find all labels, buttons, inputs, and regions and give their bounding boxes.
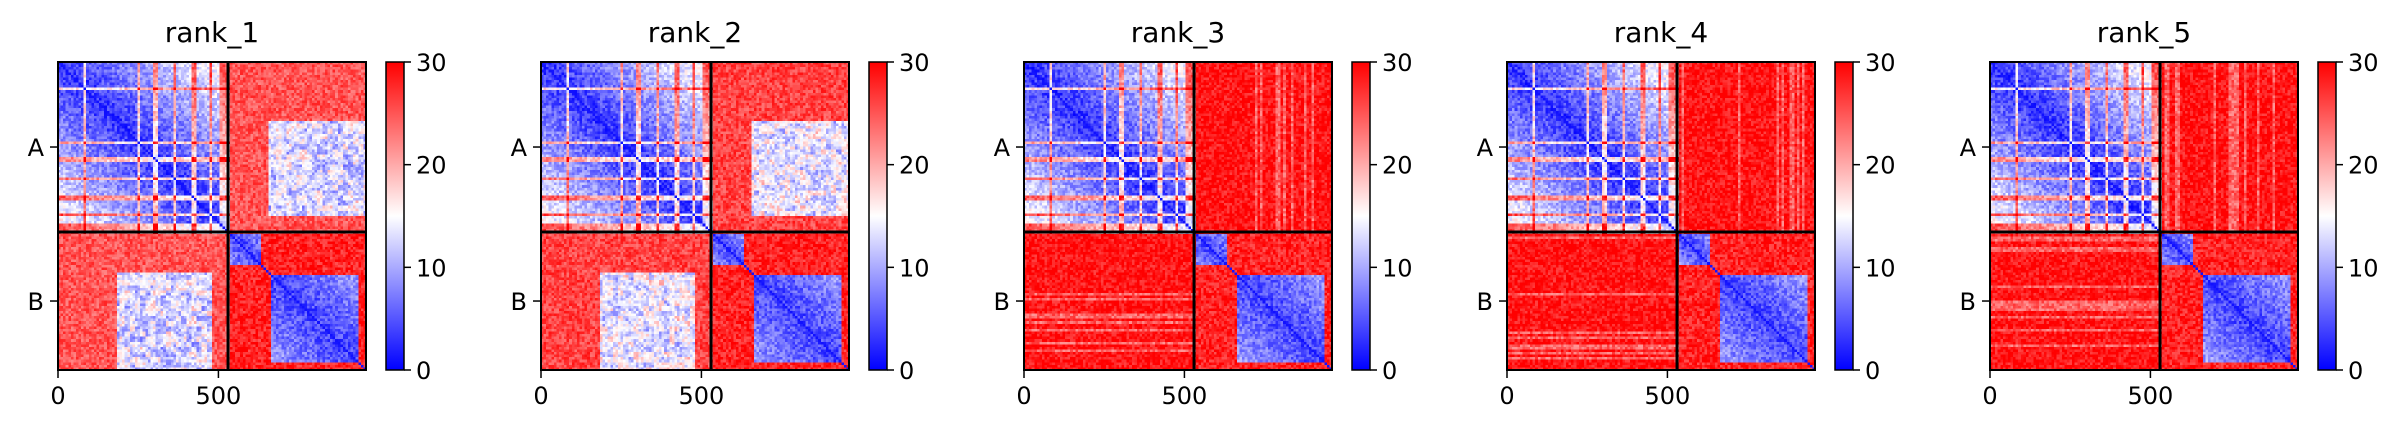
colorbar-tick-label: 30 <box>899 49 930 77</box>
xtick-label: 0 <box>1016 382 1031 410</box>
xtick-label: 0 <box>1982 382 1997 410</box>
colorbar-tick-label: 0 <box>2348 357 2363 385</box>
colorbar-tick-label: 10 <box>1382 254 1413 282</box>
colorbar-tick-label: 10 <box>2348 254 2379 282</box>
colorbar <box>1351 61 1371 371</box>
colorbar-tick-label: 10 <box>899 254 930 282</box>
panel-title: rank_5 <box>2097 16 2191 49</box>
colorbar-tick-label: 20 <box>1382 152 1413 180</box>
xtick-label: 500 <box>2128 382 2174 410</box>
colorbar-tick-label: 30 <box>1382 49 1413 77</box>
panel-title: rank_1 <box>165 16 259 49</box>
chain-label-A: A <box>28 134 45 162</box>
chain-label-A: A <box>1960 134 1977 162</box>
chain-label-B: B <box>1477 288 1493 316</box>
axes-frame <box>57 61 367 371</box>
axes-frame <box>1989 61 2299 371</box>
chain-label-B: B <box>511 288 527 316</box>
chain-label-B: B <box>1960 288 1976 316</box>
xtick-label: 500 <box>1645 382 1691 410</box>
axes-frame <box>540 61 850 371</box>
xtick-label: 0 <box>533 382 548 410</box>
xtick-label: 500 <box>1162 382 1208 410</box>
chain-label-B: B <box>994 288 1010 316</box>
colorbar-tick-label: 20 <box>1865 152 1896 180</box>
chain-label-A: A <box>511 134 528 162</box>
colorbar-tick-label: 30 <box>2348 49 2379 77</box>
colorbar-tick-label: 30 <box>416 49 447 77</box>
panel-title: rank_2 <box>648 16 742 49</box>
colorbar-tick-label: 10 <box>1865 254 1896 282</box>
colorbar-tick-label: 0 <box>1382 357 1397 385</box>
axes-frame <box>1023 61 1333 371</box>
colorbar-tick-label: 0 <box>1865 357 1880 385</box>
panel-rank_4: rank_4 A B 0 500 0 10 20 30 <box>1477 16 1896 410</box>
heatmap-image <box>541 62 849 370</box>
xtick-label: 500 <box>679 382 725 410</box>
panel-rank_5: rank_5 A B 0 500 0 10 20 30 <box>1960 16 2379 410</box>
panel-rank_1: rank_1 A B 0 500 0 10 20 30 <box>28 16 447 410</box>
heatmap-image <box>58 62 366 370</box>
axes-frame <box>1506 61 1816 371</box>
heatmap-image <box>1024 62 1332 370</box>
xtick-label: 0 <box>50 382 65 410</box>
colorbar-tick-label: 20 <box>416 152 447 180</box>
colorbar-tick-label: 0 <box>416 357 431 385</box>
xtick-label: 500 <box>196 382 242 410</box>
panel-title: rank_4 <box>1614 16 1708 49</box>
chain-label-A: A <box>1477 134 1494 162</box>
panel-rank_2: rank_2 A B 0 500 0 10 20 30 <box>511 16 930 410</box>
heatmap-image <box>1990 62 2298 370</box>
colorbar-tick-label: 10 <box>416 254 447 282</box>
colorbar <box>2317 61 2337 371</box>
chain-label-A: A <box>994 134 1011 162</box>
colorbar <box>868 61 888 371</box>
colorbar-tick-label: 20 <box>899 152 930 180</box>
colorbar-tick-label: 30 <box>1865 49 1896 77</box>
xtick-label: 0 <box>1499 382 1514 410</box>
colorbar-tick-label: 20 <box>2348 152 2379 180</box>
colorbar <box>1834 61 1854 371</box>
heatmap-image <box>1507 62 1815 370</box>
panel-title: rank_3 <box>1131 16 1225 49</box>
colorbar-tick-label: 0 <box>899 357 914 385</box>
chain-label-B: B <box>28 288 44 316</box>
colorbar <box>385 61 405 371</box>
panel-rank_3: rank_3 A B 0 500 0 10 20 30 <box>994 16 1413 410</box>
